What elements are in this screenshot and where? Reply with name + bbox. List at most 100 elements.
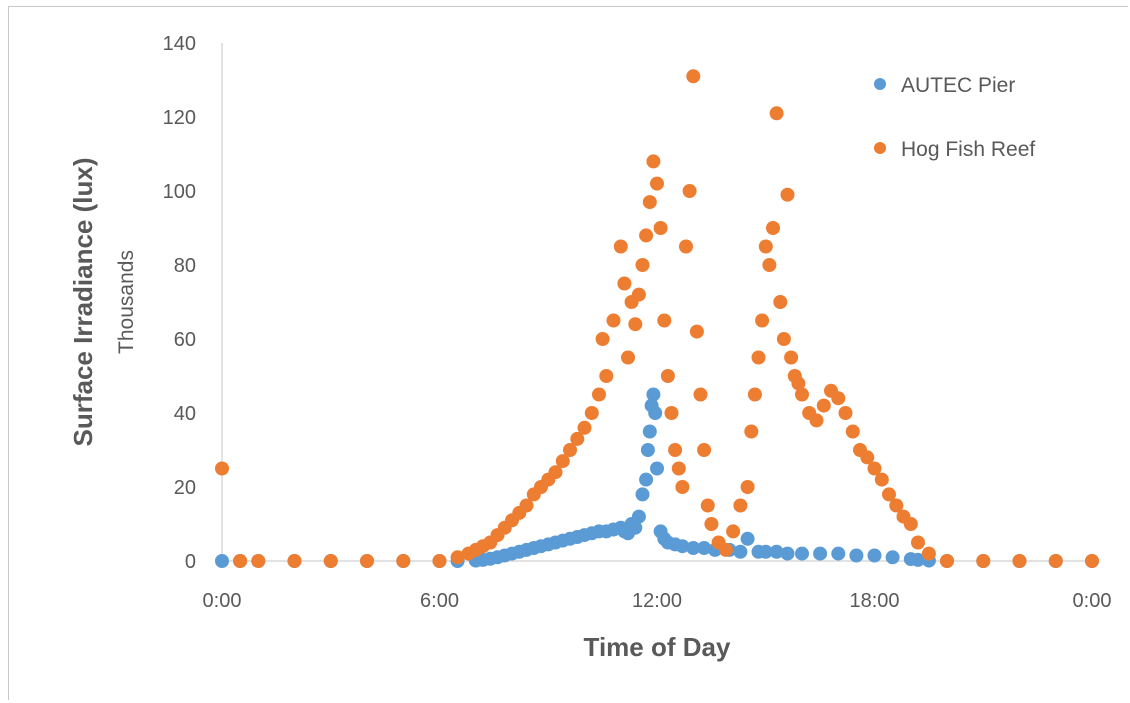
data-point bbox=[635, 487, 650, 502]
y-tick-label: 80 bbox=[174, 255, 196, 277]
data-point bbox=[1085, 554, 1099, 568]
data-point bbox=[650, 461, 664, 476]
data-point bbox=[1012, 554, 1027, 568]
data-point bbox=[642, 195, 657, 210]
data-point bbox=[747, 387, 762, 402]
data-point bbox=[646, 387, 661, 402]
data-point bbox=[740, 531, 755, 546]
data-point bbox=[592, 387, 606, 402]
data-point bbox=[396, 554, 411, 568]
data-point bbox=[360, 554, 374, 568]
data-point bbox=[744, 424, 759, 439]
data-point bbox=[639, 228, 654, 243]
y-tick-label: 0 bbox=[185, 551, 196, 573]
data-point bbox=[215, 554, 229, 568]
data-point bbox=[555, 454, 570, 469]
data-point bbox=[718, 542, 733, 557]
data-point bbox=[599, 369, 614, 383]
data-point bbox=[697, 541, 712, 555]
data-point bbox=[755, 313, 770, 328]
data-point bbox=[563, 443, 577, 457]
data-point bbox=[648, 406, 663, 420]
data-point bbox=[849, 548, 864, 563]
x-axis-title: Time of Day bbox=[584, 632, 731, 662]
data-point bbox=[642, 424, 657, 439]
x-tick-label: 6:00 bbox=[420, 590, 459, 612]
data-point bbox=[621, 350, 635, 365]
data-point bbox=[628, 317, 643, 332]
data-point bbox=[577, 420, 592, 435]
x-tick-label: 0:00 bbox=[1073, 590, 1112, 612]
data-point bbox=[646, 154, 661, 169]
data-point bbox=[251, 554, 266, 568]
data-point bbox=[784, 350, 799, 365]
data-point bbox=[751, 350, 766, 365]
legend: AUTEC Pier Hog Fish Reef bbox=[874, 74, 1035, 161]
data-point bbox=[635, 258, 650, 272]
data-point bbox=[664, 406, 679, 420]
x-axis-ticks: 0:00 6:00 12:00 18:00 0:00 bbox=[203, 590, 1112, 612]
data-point bbox=[570, 431, 585, 446]
data-point bbox=[776, 332, 791, 346]
data-point bbox=[631, 509, 646, 524]
data-point bbox=[903, 517, 918, 531]
data-point bbox=[697, 443, 712, 457]
data-point bbox=[733, 498, 748, 513]
data-point bbox=[766, 221, 780, 235]
legend-marker-autec-pier bbox=[874, 78, 886, 90]
data-point bbox=[791, 376, 806, 391]
data-point bbox=[693, 387, 708, 402]
data-point bbox=[740, 480, 755, 494]
data-point bbox=[845, 424, 860, 439]
data-point bbox=[758, 544, 773, 559]
data-point bbox=[882, 487, 896, 502]
data-point bbox=[700, 498, 715, 513]
data-point bbox=[780, 187, 795, 202]
data-point bbox=[773, 295, 788, 309]
legend-label-hog-fish-reef: Hog Fish Reef bbox=[901, 138, 1035, 161]
data-point bbox=[885, 550, 900, 565]
data-point bbox=[769, 544, 784, 559]
data-point bbox=[831, 546, 846, 561]
data-point bbox=[911, 535, 925, 550]
data-point bbox=[215, 461, 229, 476]
y-axis-title: Surface Irradiance (lux) bbox=[68, 158, 98, 447]
data-point bbox=[704, 517, 719, 531]
data-point bbox=[762, 258, 777, 272]
data-point bbox=[686, 69, 701, 84]
y-tick-label: 100 bbox=[163, 181, 196, 203]
data-point bbox=[911, 552, 925, 567]
legend-label-autec-pier: AUTEC Pier bbox=[901, 74, 1015, 97]
data-point bbox=[860, 450, 875, 465]
data-point bbox=[769, 106, 784, 121]
data-point bbox=[631, 287, 646, 302]
data-point bbox=[595, 332, 610, 346]
data-point bbox=[838, 406, 853, 420]
data-point bbox=[867, 548, 882, 563]
y-axis-unit-label: Thousands bbox=[115, 250, 138, 354]
data-point bbox=[795, 387, 809, 402]
data-point bbox=[450, 550, 465, 565]
y-tick-label: 140 bbox=[163, 33, 196, 55]
y-tick-label: 40 bbox=[174, 403, 196, 425]
data-point bbox=[816, 398, 831, 413]
data-point bbox=[671, 461, 686, 476]
series-hog-fish-reef bbox=[215, 69, 1099, 568]
data-point bbox=[657, 313, 672, 328]
data-point bbox=[548, 465, 563, 480]
data-point bbox=[726, 524, 741, 539]
data-point bbox=[584, 406, 599, 420]
data-point bbox=[976, 554, 991, 568]
data-point bbox=[617, 276, 632, 291]
data-point bbox=[613, 239, 628, 254]
data-point bbox=[679, 239, 693, 254]
data-point bbox=[874, 472, 889, 487]
y-axis-ticks: 0 20 40 60 80 100 120 140 bbox=[163, 33, 196, 573]
data-point bbox=[809, 413, 824, 428]
data-point bbox=[650, 176, 664, 191]
data-point bbox=[813, 546, 828, 561]
data-point bbox=[921, 546, 936, 561]
series-layer bbox=[215, 69, 1099, 568]
chart-frame bbox=[8, 6, 1128, 700]
